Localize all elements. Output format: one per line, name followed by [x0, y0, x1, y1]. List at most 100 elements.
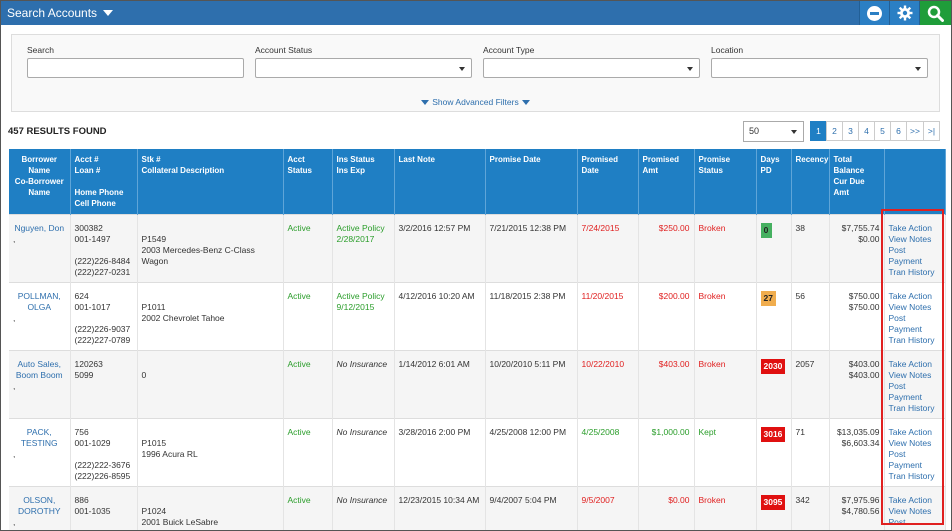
- col-stock[interactable]: Stk # Collateral Description: [137, 149, 284, 215]
- collateral-description: 2002 Chevrolet Tahoe: [141, 313, 225, 323]
- view-notes-link[interactable]: View Notes: [888, 438, 932, 448]
- borrower-name-link[interactable]: Auto Sales, Boom Boom: [15, 359, 63, 380]
- advanced-filters-toggle[interactable]: Show Advanced Filters: [12, 97, 939, 107]
- tran-history-link[interactable]: Tran History: [888, 335, 935, 345]
- loan-number: 5099: [74, 370, 94, 380]
- page-3-button[interactable]: 3: [842, 121, 859, 141]
- page-6-button[interactable]: 6: [890, 121, 907, 141]
- promised-amount: $403.00: [638, 350, 695, 419]
- take-action-link[interactable]: Take Action: [888, 291, 932, 301]
- borrower-name-link[interactable]: OLSON, DOROTHY: [18, 495, 61, 516]
- post-payment-link[interactable]: Post Payment: [888, 381, 923, 402]
- balance-cell: $750.00 $750.00: [829, 282, 885, 351]
- search-button[interactable]: [919, 1, 951, 25]
- post-payment-link[interactable]: Post Payment: [888, 245, 923, 266]
- borrower-name-link[interactable]: Nguyen, Don: [14, 223, 65, 233]
- actions-cell: Take Action View Notes Post Payment Tran…: [884, 350, 946, 419]
- col-ins-line1: Ins Status: [336, 155, 375, 164]
- post-payment-link[interactable]: Post Payment: [888, 313, 923, 334]
- search-label: Search: [27, 45, 54, 55]
- page-5-button[interactable]: 5: [874, 121, 891, 141]
- insurance-cell: Active Policy 2/28/2017: [332, 214, 395, 283]
- col-promise-status[interactable]: Promise Status: [694, 149, 757, 215]
- view-notes-link[interactable]: View Notes: [888, 506, 932, 516]
- results-count: 457 RESULTS FOUND: [8, 126, 107, 137]
- take-action-link[interactable]: Take Action: [888, 427, 932, 437]
- insurance-status: No Insurance: [336, 427, 388, 437]
- home-phone: (222)222-3787: [75, 528, 133, 530]
- account-type-select[interactable]: [483, 58, 700, 78]
- acct-number: 756: [74, 427, 89, 437]
- view-notes-link[interactable]: View Notes: [888, 302, 932, 312]
- borrower-cell: Auto Sales, Boom Boom ,: [9, 350, 71, 419]
- co-borrower-name: ,: [13, 313, 16, 323]
- col-borrower[interactable]: Borrower Name Co-Borrower Name: [9, 149, 71, 215]
- search-icon: [927, 5, 944, 22]
- account-status-select[interactable]: [255, 58, 472, 78]
- insurance-status: Active Policy: [336, 291, 385, 301]
- stock-number: P1011: [141, 302, 166, 312]
- page-size-value: 50: [749, 126, 760, 136]
- days-pd-cell: 3095: [756, 486, 792, 530]
- tran-history-link[interactable]: Tran History: [888, 267, 935, 277]
- col-days-pd[interactable]: Days PD: [756, 149, 792, 215]
- select-caret-icon: [791, 130, 797, 134]
- col-ins[interactable]: Ins Status Ins Exp: [332, 149, 395, 215]
- tran-history-link[interactable]: Tran History: [888, 403, 935, 413]
- cell-phone: (222)227-0231: [74, 267, 131, 277]
- acct-status: Active: [283, 486, 333, 530]
- days-pd-cell: 2030: [756, 350, 792, 419]
- balance-cell: $13,035.09 $6,603.34: [829, 418, 885, 487]
- page-4-button[interactable]: 4: [858, 121, 875, 141]
- page-1-button[interactable]: 1: [810, 121, 827, 141]
- view-notes-link[interactable]: View Notes: [888, 370, 932, 380]
- borrower-name-link[interactable]: PACK, TESTING: [20, 427, 58, 448]
- account-cell: 624 001-1017 (222)226-9037 (222)227-0789: [70, 282, 138, 351]
- col-promise-date[interactable]: Promise Date: [485, 149, 578, 215]
- select-caret-icon: [687, 67, 693, 71]
- table-header-row: Borrower Name Co-Borrower Name Acct # Lo…: [9, 149, 946, 215]
- take-action-link[interactable]: Take Action: [888, 359, 932, 369]
- col-balance[interactable]: Total Balance Cur Due Amt: [829, 149, 885, 215]
- search-input[interactable]: [27, 58, 244, 78]
- page-size-select[interactable]: 50: [743, 121, 804, 142]
- last-note: 1/14/2012 6:01 AM: [394, 350, 486, 419]
- last-note: 3/28/2016 2:00 PM: [394, 418, 486, 487]
- col-acct-status[interactable]: Acct Status: [283, 149, 333, 215]
- actions-cell: Take Action View Notes Post Payment Tran…: [884, 282, 946, 351]
- post-payment-link[interactable]: Post Payment: [888, 449, 923, 470]
- filter-panel: Search Account Status Account Type Locat…: [11, 34, 940, 112]
- last-note: 12/23/2015 10:34 AM: [394, 486, 486, 530]
- post-payment-link[interactable]: Post Payment: [888, 517, 923, 530]
- col-promised-amt[interactable]: Promised Amt: [638, 149, 695, 215]
- insurance-cell: No Insurance: [332, 350, 395, 419]
- borrower-cell: OLSON, DOROTHY ,: [9, 486, 71, 530]
- last-page-button[interactable]: >|: [923, 121, 940, 141]
- col-recency[interactable]: Recency: [791, 149, 830, 215]
- col-promised-date[interactable]: Promised Date: [577, 149, 639, 215]
- col-stock-line2: Collateral Description: [141, 166, 225, 175]
- settings-button[interactable]: [889, 1, 919, 25]
- days-past-due-badge: 3095: [760, 495, 786, 510]
- next-pages-button[interactable]: >>: [906, 121, 924, 141]
- loan-number: 001-1029: [74, 438, 111, 448]
- recency: 71: [791, 418, 830, 487]
- col-acct[interactable]: Acct # Loan # Home Phone Cell Phone: [70, 149, 138, 215]
- days-past-due-badge: 2030: [760, 359, 786, 374]
- location-select[interactable]: [711, 58, 928, 78]
- search-accounts-menu[interactable]: Search Accounts: [1, 6, 114, 20]
- view-notes-link[interactable]: View Notes: [888, 234, 932, 244]
- tran-history-link[interactable]: Tran History: [888, 471, 935, 481]
- borrower-name-link[interactable]: POLLMAN, OLGA: [17, 291, 61, 312]
- gear-icon: [897, 5, 912, 21]
- recency: 38: [791, 214, 830, 283]
- take-action-link[interactable]: Take Action: [888, 223, 932, 233]
- col-acct-line2: Loan #: [74, 166, 101, 175]
- page-2-button[interactable]: 2: [826, 121, 843, 141]
- acct-number: 300382: [74, 223, 103, 233]
- collapse-button[interactable]: [859, 1, 889, 25]
- col-last-note[interactable]: Last Note: [394, 149, 486, 215]
- insurance-status: Active Policy: [336, 223, 385, 233]
- col-borrower-line4: Name: [28, 188, 51, 197]
- take-action-link[interactable]: Take Action: [888, 495, 932, 505]
